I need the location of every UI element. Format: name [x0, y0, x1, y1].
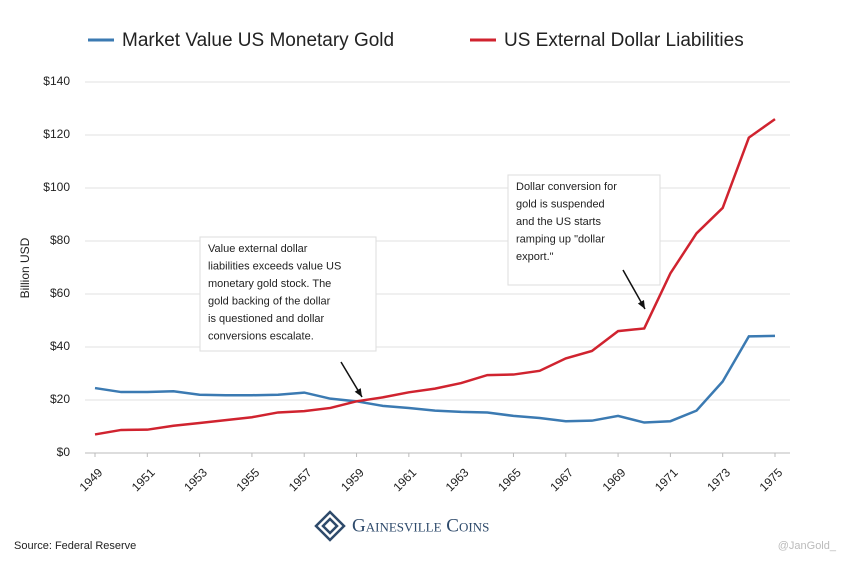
x-tick-label: 1971 — [652, 465, 681, 494]
legend-label: US External Dollar Liabilities — [504, 30, 744, 51]
y-tick-label: $80 — [50, 233, 70, 247]
y-tick-label: $60 — [50, 286, 70, 300]
annotation-box — [507, 174, 661, 286]
brand: Gainesville Coins — [352, 515, 489, 536]
x-tick-label: 1973 — [704, 465, 733, 494]
annotation-box — [199, 236, 377, 352]
x-tick-label: 1965 — [495, 465, 524, 494]
source: Source: Federal Reserve — [14, 540, 136, 552]
y-tick-label: $100 — [43, 180, 70, 194]
annotation-arrowhead — [354, 388, 362, 397]
x-tick-label: 1975 — [757, 465, 786, 494]
annotation-text: is questioned and dollar — [208, 313, 325, 325]
series-line — [94, 118, 776, 436]
x-tick-label: 1951 — [129, 465, 158, 494]
x-tick-label: 1967 — [547, 465, 576, 494]
annotation-arrowhead — [637, 300, 645, 309]
y-tick-label: $140 — [43, 74, 70, 88]
annotation-text: gold backing of the dollar — [208, 295, 331, 307]
y-axis-label: Billion USD — [18, 237, 32, 298]
legend-label: Market Value US Monetary Gold — [122, 30, 394, 51]
y-tick-label: $20 — [50, 392, 70, 406]
y-tick-label: $0 — [57, 445, 71, 459]
x-tick-label: 1969 — [600, 465, 629, 494]
x-tick-label: 1953 — [181, 465, 210, 494]
annotation-text: Value external dollar — [208, 243, 308, 255]
x-tick-label: 1963 — [443, 465, 472, 494]
y-tick-label: $120 — [43, 127, 70, 141]
annotation-text: gold is suspended — [516, 198, 605, 210]
x-tick-label: 1961 — [390, 465, 419, 494]
y-tick-label: $40 — [50, 339, 70, 353]
x-tick-label: 1959 — [338, 465, 367, 494]
annotation-text: Dollar conversion for — [516, 181, 617, 193]
x-tick-label: 1955 — [234, 465, 263, 494]
annotation-text: and the US starts — [516, 216, 601, 228]
series-line — [94, 334, 776, 424]
x-tick-label: 1957 — [286, 465, 315, 494]
annotation-text: liabilities exceeds value US — [208, 260, 341, 272]
logo-icon — [314, 510, 346, 542]
watermark: @JanGold_ — [778, 540, 837, 552]
annotation-text: ramping up "dollar — [516, 233, 605, 245]
annotation-text: export." — [516, 251, 554, 263]
x-tick-label: 1949 — [77, 465, 106, 494]
annotation-text: conversions escalate. — [208, 330, 314, 342]
annotation-text: monetary gold stock. The — [208, 278, 331, 290]
